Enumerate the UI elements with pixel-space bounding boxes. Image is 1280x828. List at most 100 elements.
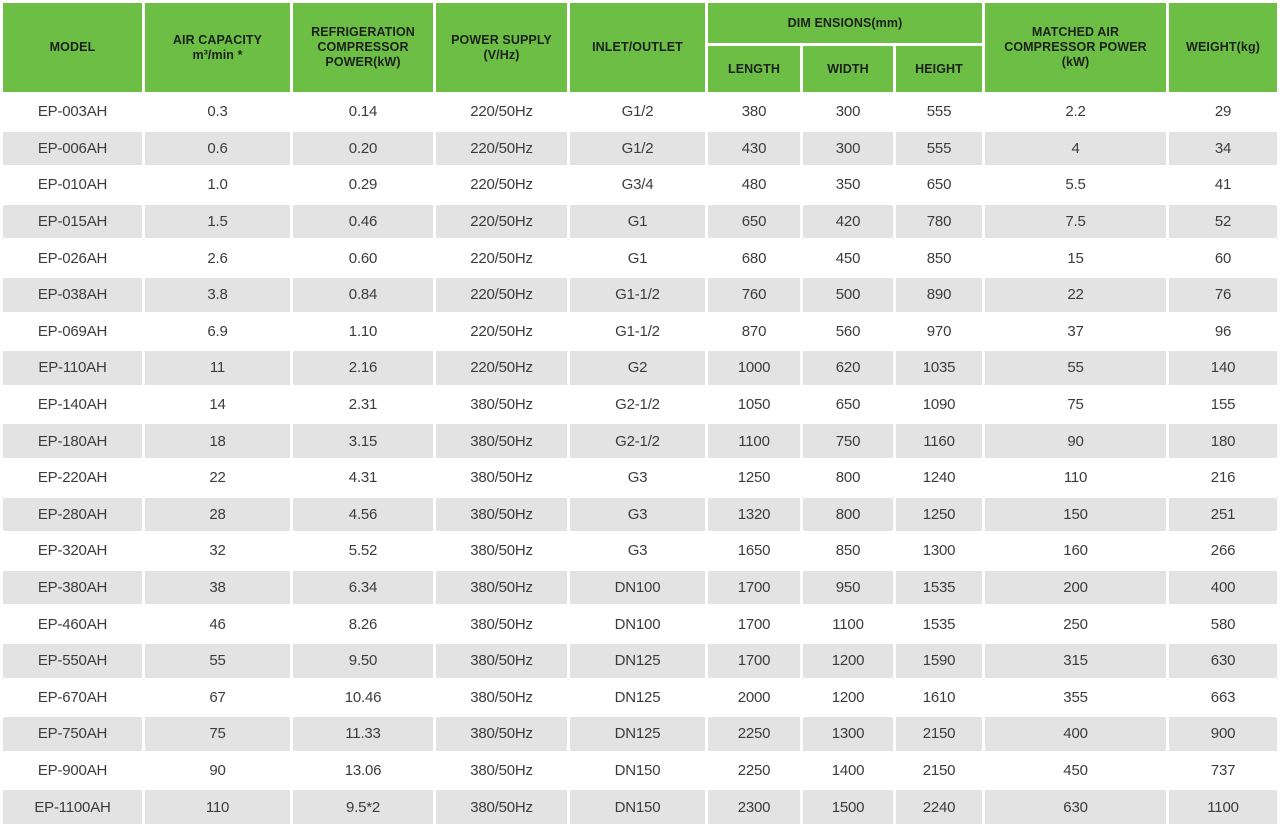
cell-width: 1500 [803,790,893,824]
cell-weight: 400 [1169,570,1278,605]
cell-inlet-outlet: G2 [570,351,705,385]
cell-width: 850 [803,534,893,568]
cell-model: EP-220AH [3,460,142,495]
cell-inlet-outlet: G3 [570,497,705,532]
cell-matched-air-compressor-power: 110 [985,460,1167,495]
cell-model: EP-026AH [3,241,142,275]
cell-weight: 266 [1169,534,1278,568]
cell-refrigeration-compressor-power: 0.14 [293,95,433,129]
cell-inlet-outlet: DN150 [570,790,705,824]
cell-weight: 1100 [1169,790,1278,824]
table-row: EP-140AH 14 2.31 380/50Hz G2-1/2 1050 650 1090 7… [3,387,1278,422]
cell-length: 1100 [708,424,800,458]
table-row: EP-280AH 28 4.56 380/50Hz G3 1320 800 1250 150 25… [3,497,1278,532]
cell-height: 1035 [896,351,983,385]
cell-model: EP-015AH [3,204,142,239]
cell-power-supply: 220/50Hz [436,241,567,275]
cell-width: 300 [803,131,893,166]
cell-inlet-outlet: DN100 [570,607,705,641]
cell-weight: 60 [1169,241,1278,275]
cell-power-supply: 380/50Hz [436,570,567,605]
column-header-inlet-outlet: INLET/OUTLET [570,3,705,92]
cell-power-supply: 380/50Hz [436,607,567,641]
column-header-width: WIDTH [803,46,893,92]
cell-height: 2150 [896,717,983,751]
cell-model: EP-320AH [3,534,142,568]
cell-inlet-outlet: DN125 [570,717,705,751]
table-row: EP-550AH 55 9.50 380/50Hz DN125 1700 1200 1590 3… [3,643,1278,678]
table-row: EP-900AH 90 13.06 380/50Hz DN150 2250 1400 2150… [3,753,1278,788]
cell-length: 480 [708,168,800,202]
cell-refrigeration-compressor-power: 0.60 [293,241,433,275]
cell-length: 380 [708,95,800,129]
cell-matched-air-compressor-power: 150 [985,497,1167,532]
cell-height: 555 [896,95,983,129]
cell-model: EP-003AH [3,95,142,129]
cell-width: 500 [803,277,893,312]
cell-air-capacity: 14 [145,387,290,422]
cell-matched-air-compressor-power: 7.5 [985,204,1167,239]
cell-weight: 29 [1169,95,1278,129]
cell-matched-air-compressor-power: 37 [985,314,1167,349]
cell-air-capacity: 110 [145,790,290,824]
cell-refrigeration-compressor-power: 4.56 [293,497,433,532]
column-header-label: MODEL [49,40,96,55]
column-header-model: MODEL [3,3,142,92]
cell-power-supply: 380/50Hz [436,643,567,678]
cell-weight: 41 [1169,168,1278,202]
table-row: EP-110AH 11 2.16 220/50Hz G2 1000 620 1035 55 140 [3,351,1278,385]
cell-model: EP-380AH [3,570,142,605]
cell-air-capacity: 0.3 [145,95,290,129]
cell-matched-air-compressor-power: 160 [985,534,1167,568]
cell-model: EP-038AH [3,277,142,312]
cell-matched-air-compressor-power: 200 [985,570,1167,605]
cell-length: 1050 [708,387,800,422]
column-header-label: HEIGHT [915,61,963,76]
cell-inlet-outlet: G1 [570,241,705,275]
cell-height: 650 [896,168,983,202]
cell-length: 430 [708,131,800,166]
cell-matched-air-compressor-power: 400 [985,717,1167,751]
cell-air-capacity: 55 [145,643,290,678]
cell-model: EP-900AH [3,753,142,788]
cell-matched-air-compressor-power: 450 [985,753,1167,788]
cell-model: EP-550AH [3,643,142,678]
cell-air-capacity: 1.0 [145,168,290,202]
column-header-label: COMPRESSOR POWER [1004,40,1147,55]
cell-air-capacity: 11 [145,351,290,385]
table-row: EP-026AH 2.6 0.60 220/50Hz G1 680 450 850 15 60 [3,241,1278,275]
cell-power-supply: 220/50Hz [436,351,567,385]
cell-inlet-outlet: G1/2 [570,131,705,166]
cell-weight: 580 [1169,607,1278,641]
cell-inlet-outlet: DN125 [570,643,705,678]
cell-power-supply: 380/50Hz [436,387,567,422]
cell-matched-air-compressor-power: 75 [985,387,1167,422]
cell-air-capacity: 6.9 [145,314,290,349]
cell-refrigeration-compressor-power: 1.10 [293,314,433,349]
cell-air-capacity: 0.6 [145,131,290,166]
cell-length: 1320 [708,497,800,532]
table-row: EP-1100AH 110 9.5*2 380/50Hz DN150 2300 1500 22… [3,790,1278,824]
table-row: EP-220AH 22 4.31 380/50Hz G3 1250 800 1240 110 21… [3,460,1278,495]
cell-air-capacity: 18 [145,424,290,458]
cell-air-capacity: 32 [145,534,290,568]
column-header-label: WIDTH [827,61,869,76]
cell-length: 1000 [708,351,800,385]
column-group-header-dimensions: DIM ENSIONS(mm) [708,3,983,43]
column-header-label: COMPRESSOR [317,40,409,55]
cell-length: 1700 [708,643,800,678]
cell-air-capacity: 67 [145,680,290,715]
cell-length: 1700 [708,570,800,605]
cell-model: EP-069AH [3,314,142,349]
cell-inlet-outlet: DN150 [570,753,705,788]
cell-refrigeration-compressor-power: 8.26 [293,607,433,641]
table-row: EP-180AH 18 3.15 380/50Hz G2-1/2 1100 750 1160 9… [3,424,1278,458]
cell-power-supply: 380/50Hz [436,790,567,824]
cell-length: 1250 [708,460,800,495]
cell-weight: 737 [1169,753,1278,788]
cell-weight: 630 [1169,643,1278,678]
table-row: EP-380AH 38 6.34 380/50Hz DN100 1700 950 1535 20… [3,570,1278,605]
cell-matched-air-compressor-power: 355 [985,680,1167,715]
cell-inlet-outlet: G2-1/2 [570,387,705,422]
